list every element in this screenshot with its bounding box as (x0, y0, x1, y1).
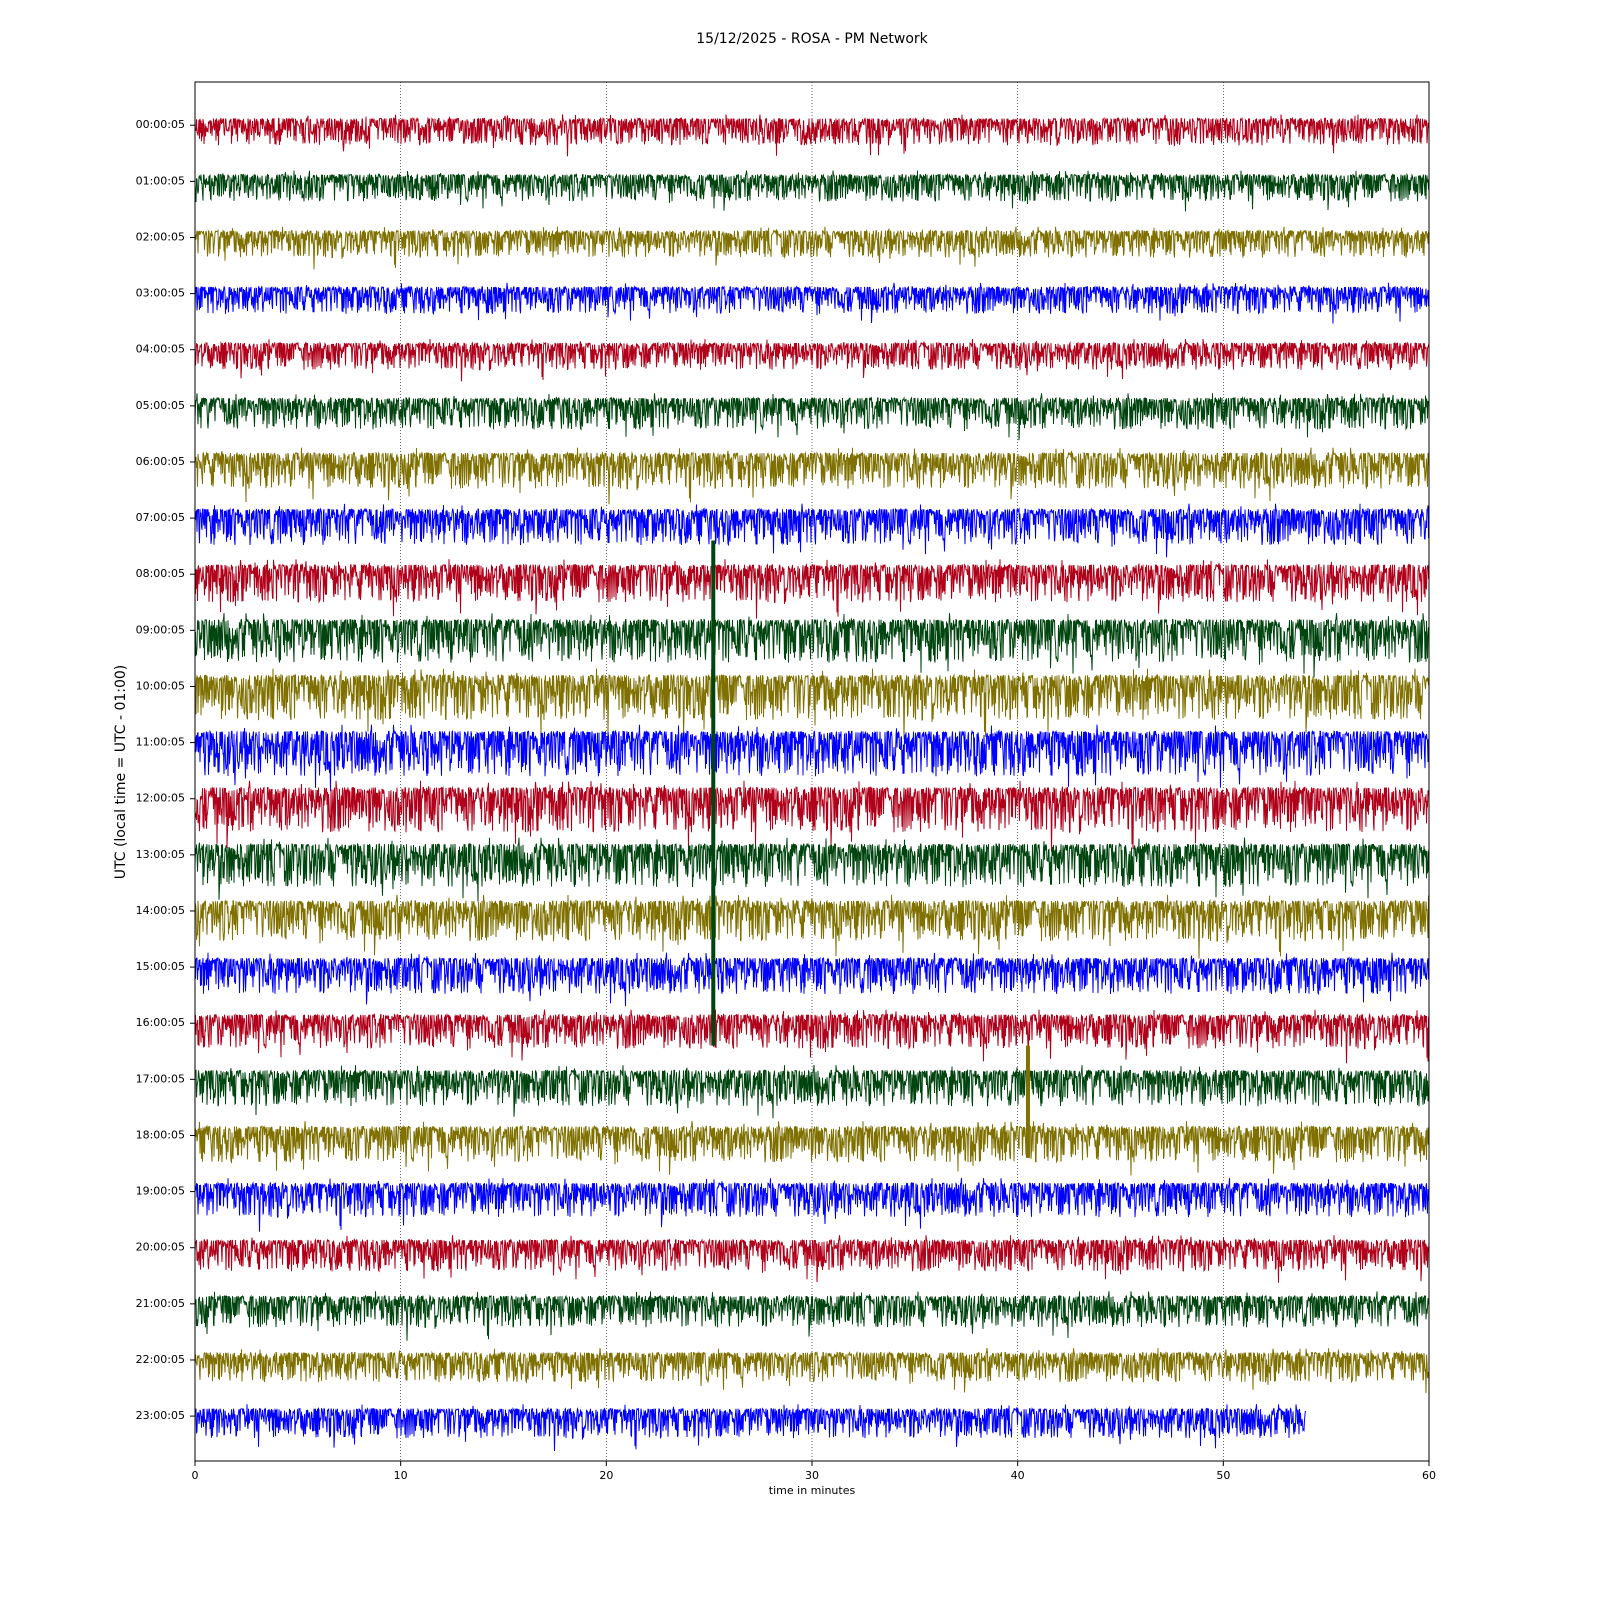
y-tick-label: 13:00:05 (136, 848, 185, 861)
y-tick-label: 15:00:05 (136, 960, 185, 973)
y-tick-label: 21:00:05 (136, 1297, 185, 1310)
y-tick-label: 19:00:05 (136, 1185, 185, 1198)
y-tick-label: 17:00:05 (136, 1072, 185, 1085)
trace (194, 1235, 1430, 1283)
trace (194, 503, 1430, 558)
y-tick-label: 18:00:05 (136, 1128, 185, 1141)
x-tick-label: 10 (394, 1469, 408, 1482)
trace (194, 226, 1430, 270)
y-tick-label: 04:00:05 (136, 343, 185, 356)
chart-title: 15/12/2025 - ROSA - PM Network (696, 31, 928, 47)
x-tick-label: 0 (192, 1469, 199, 1482)
axes-frame (194, 81, 1430, 1462)
trace (194, 613, 1430, 678)
y-tick-label: 14:00:05 (136, 904, 185, 917)
y-tick-label: 02:00:05 (136, 230, 185, 243)
x-tick-label: 50 (1216, 1469, 1230, 1482)
y-tick-label: 06:00:05 (136, 455, 185, 468)
trace (194, 894, 1430, 959)
y-tick-label: 11:00:05 (136, 736, 185, 749)
y-tick-label: 16:00:05 (136, 1016, 185, 1029)
trace (194, 282, 1430, 324)
trace (194, 170, 1430, 212)
trace (194, 780, 1430, 852)
y-tick-label: 00:00:05 (136, 118, 185, 131)
y-axis-label: UTC (local time = UTC - 01:00) (113, 665, 129, 880)
y-tick-label: 23:00:05 (136, 1409, 185, 1422)
trace (194, 1177, 1430, 1232)
y-tick-label: 12:00:05 (136, 792, 185, 805)
y-tick-label: 05:00:05 (136, 399, 185, 412)
trace (194, 338, 1430, 382)
y-tick-label: 08:00:05 (136, 567, 185, 580)
y-tick-label: 03:00:05 (136, 287, 185, 300)
x-axis-label: time in minutes (769, 1484, 856, 1497)
trace (194, 114, 1430, 157)
y-tick-label: 01:00:05 (136, 174, 185, 187)
x-tick-label: 20 (599, 1469, 613, 1482)
trace (194, 952, 1430, 1007)
y-tick-label: 10:00:05 (136, 679, 185, 692)
trace (194, 1291, 1430, 1341)
trace (194, 559, 1430, 619)
trace (194, 1009, 1430, 1064)
trace (194, 1064, 1430, 1119)
x-tick-label: 40 (1011, 1469, 1025, 1482)
trace (194, 1348, 1430, 1394)
y-tick-label: 09:00:05 (136, 623, 185, 636)
trace (194, 1404, 1306, 1452)
y-tick-label: 20:00:05 (136, 1241, 185, 1254)
trace (194, 668, 1430, 740)
trace (194, 393, 1430, 441)
x-tick-label: 30 (805, 1469, 819, 1482)
trace (194, 724, 1430, 792)
trace (194, 1121, 1430, 1176)
y-tick-label: 07:00:05 (136, 511, 185, 524)
y-tick-label: 22:00:05 (136, 1353, 185, 1366)
trace (194, 837, 1430, 902)
trace (194, 447, 1430, 505)
x-tick-label: 60 (1422, 1469, 1436, 1482)
